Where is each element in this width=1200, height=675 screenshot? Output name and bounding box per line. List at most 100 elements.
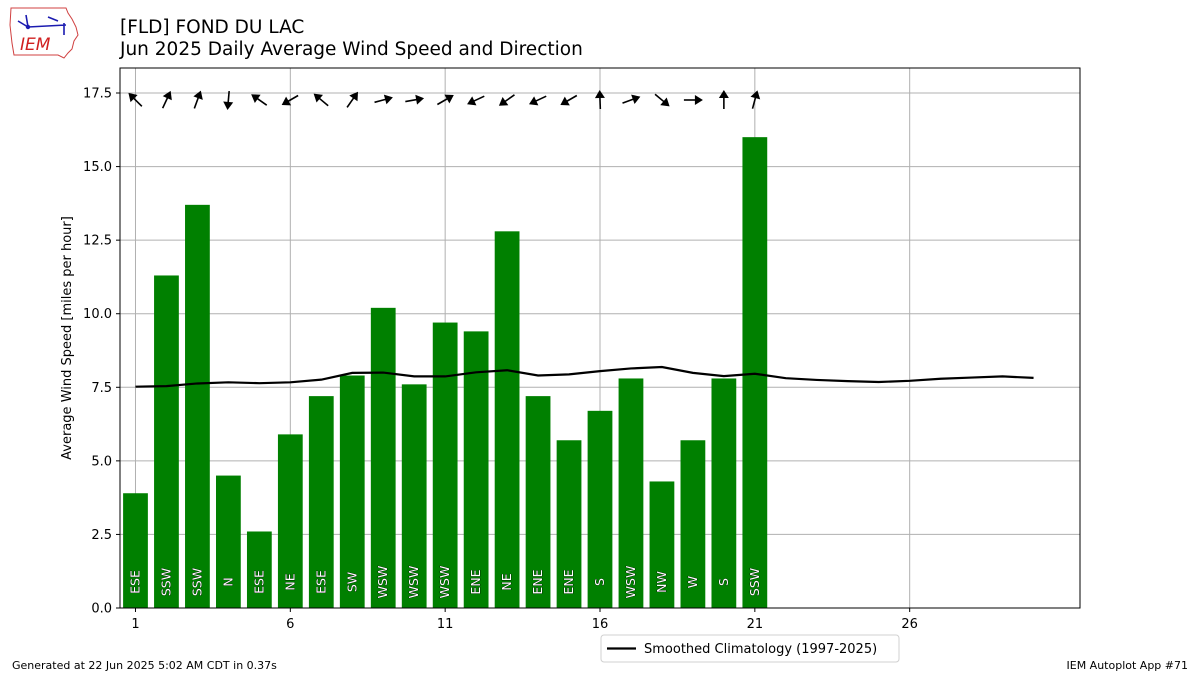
arrow-head (694, 95, 703, 105)
wind-arrow-icon (498, 94, 515, 106)
direction-label: S (592, 578, 607, 586)
wind-arrow-icon (594, 90, 605, 110)
arrow-shaft (751, 95, 757, 109)
iem-logo: IEM (9, 7, 79, 59)
climatology-line (135, 365, 1034, 388)
arrow-head (529, 96, 539, 106)
arrow-head (313, 93, 323, 103)
bar-day-8 (339, 375, 365, 608)
direction-label: WSW (375, 566, 390, 599)
arrow-head (660, 97, 670, 107)
wind-arrow-icon (223, 90, 234, 110)
wind-arrow-icon (128, 92, 143, 107)
legend-box (600, 634, 900, 663)
wind-arrow-icon (346, 91, 358, 108)
arrow-head (750, 90, 761, 100)
arrow-shaft (436, 97, 450, 106)
arrow-head (560, 96, 570, 106)
arrow-shaft (472, 95, 485, 103)
direction-label: WSW (623, 566, 638, 599)
generated-timestamp: Generated at 22 Jun 2025 5:02 AM CDT in … (12, 659, 277, 672)
title-description: Jun 2025 Daily Average Wind Speed and Di… (120, 39, 583, 60)
y-tick-label: 2.5 (91, 528, 112, 543)
x-tick-label: 1 (131, 617, 139, 632)
direction-label: NE (499, 573, 514, 590)
wind-arrow-icon (622, 94, 641, 105)
direction-label: WSW (406, 566, 421, 599)
y-tick-label: 10.0 (83, 307, 112, 322)
wind-arrow-icon (467, 95, 485, 106)
direction-label: SW (344, 572, 359, 592)
bar-day-20 (711, 378, 737, 608)
arrow-shaft (255, 97, 268, 106)
bar-day-10 (401, 384, 427, 608)
arrow-shaft (374, 98, 388, 104)
arrow-head (467, 96, 477, 106)
arrow-head (498, 97, 509, 106)
direction-label: SSW (158, 568, 173, 596)
arrow-head (631, 94, 641, 105)
wind-arrow-icon (313, 93, 329, 107)
bar-day-16 (587, 410, 613, 608)
arrow-head (718, 90, 729, 98)
arrow-shaft (227, 90, 230, 105)
bar-day-1 (123, 493, 148, 608)
arrow-head (594, 90, 605, 99)
arrow-head (128, 92, 138, 103)
arrow-head (162, 90, 172, 101)
logo-text: IEM (20, 35, 51, 55)
wind-arrow-icon (560, 94, 578, 106)
direction-label: S (716, 578, 731, 586)
y-tick-label: 0.0 (91, 602, 112, 617)
direction-label: ESE (313, 570, 328, 594)
bar-day-2 (154, 275, 179, 608)
x-tick-label: 16 (592, 617, 609, 632)
arrow-head (383, 94, 393, 105)
arrow-shaft (193, 95, 200, 109)
direction-label: ESE (251, 570, 266, 594)
chart-title: [FLD] FOND DU LAC Jun 2025 Daily Average… (120, 17, 583, 61)
direction-label: SSW (747, 568, 762, 596)
x-tick-label: 6 (286, 617, 294, 632)
wind-arrow-icon (529, 95, 547, 106)
bar-day-11 (432, 322, 458, 608)
wind-arrow-icon (718, 90, 729, 109)
arrow-shaft (654, 93, 666, 104)
y-tick-label: 12.5 (83, 234, 112, 249)
wind-arrow-icon (750, 90, 761, 109)
x-tick-label: 26 (901, 617, 918, 632)
bar-day-15 (556, 440, 582, 608)
arrow-shaft (346, 96, 356, 108)
x-tick-label: 11 (437, 617, 454, 632)
direction-label: N (220, 577, 235, 586)
bar-day-7 (308, 396, 334, 608)
direction-label: SSW (189, 568, 204, 596)
wind-arrow-icon (281, 94, 299, 106)
direction-label: WSW (437, 566, 452, 599)
direction-label: ENE (468, 569, 483, 594)
direction-label: ENE (530, 569, 545, 594)
arrow-shaft (286, 94, 299, 103)
direction-label: ENE (561, 569, 576, 594)
direction-label: W (685, 576, 700, 588)
arrow-head (281, 96, 292, 106)
y-tick-label: 17.5 (83, 87, 112, 102)
app-label: IEM Autoplot App #71 (1066, 659, 1189, 672)
arrow-shaft (317, 96, 329, 107)
wind-arrow-icon (161, 90, 172, 109)
y-tick-label: 15.0 (83, 160, 112, 175)
x-tick-label: 21 (747, 617, 764, 632)
bar-day-12 (463, 331, 489, 608)
bar-day-9 (370, 307, 396, 608)
wind-arrow-icon (405, 94, 425, 105)
bar-day-14 (525, 396, 551, 608)
arrow-shaft (132, 96, 143, 107)
wind-arrow-icon (654, 93, 670, 107)
arrow-shaft (161, 96, 169, 109)
bar-day-21 (742, 137, 768, 608)
legend-label: Smoothed Climatology (1997-2025) (644, 642, 877, 657)
title-station: [FLD] FOND DU LAC (120, 17, 305, 38)
arrow-shaft (622, 97, 636, 104)
bar-day-5 (246, 531, 272, 608)
